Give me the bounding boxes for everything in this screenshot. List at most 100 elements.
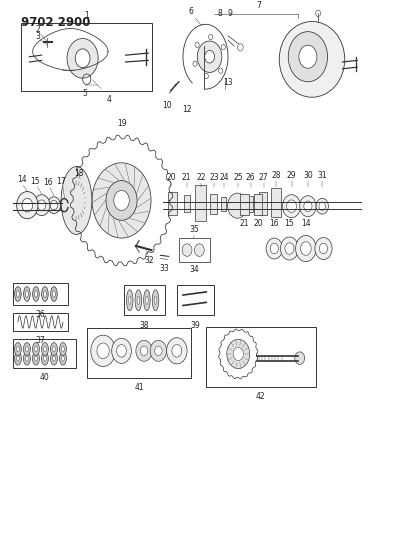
Ellipse shape <box>35 346 37 352</box>
Circle shape <box>280 237 298 260</box>
Circle shape <box>300 196 316 216</box>
Text: 24: 24 <box>219 173 229 182</box>
Circle shape <box>106 181 137 220</box>
Ellipse shape <box>154 296 157 304</box>
Bar <box>248 196 254 212</box>
Bar <box>87 328 191 378</box>
Circle shape <box>37 200 46 211</box>
Text: 9702 2900: 9702 2900 <box>21 16 90 29</box>
Bar <box>222 197 226 212</box>
Ellipse shape <box>62 346 65 352</box>
Text: 42: 42 <box>256 392 266 401</box>
Bar <box>259 192 267 215</box>
Circle shape <box>197 41 222 72</box>
Ellipse shape <box>127 290 133 311</box>
Text: 40: 40 <box>40 373 50 382</box>
Circle shape <box>150 341 166 361</box>
Circle shape <box>166 338 187 364</box>
Ellipse shape <box>44 346 46 352</box>
Circle shape <box>315 238 332 260</box>
Text: 14: 14 <box>301 219 311 228</box>
Ellipse shape <box>15 287 21 301</box>
Circle shape <box>194 244 204 256</box>
Bar <box>206 327 316 387</box>
Bar <box>21 23 152 91</box>
Circle shape <box>299 45 317 68</box>
Text: 18: 18 <box>74 169 83 178</box>
Text: 9: 9 <box>228 9 233 18</box>
Circle shape <box>295 352 305 365</box>
Text: 4: 4 <box>107 95 112 104</box>
Ellipse shape <box>16 346 19 352</box>
Text: 37: 37 <box>36 336 46 345</box>
Text: 21: 21 <box>182 173 192 182</box>
Bar <box>168 191 177 215</box>
Text: 35: 35 <box>189 225 199 235</box>
Circle shape <box>233 348 243 360</box>
Bar <box>177 285 214 316</box>
Text: 19: 19 <box>117 119 126 128</box>
Ellipse shape <box>25 356 28 361</box>
Circle shape <box>50 200 58 210</box>
Circle shape <box>117 344 127 357</box>
Text: 20: 20 <box>253 219 263 228</box>
Ellipse shape <box>53 356 55 361</box>
Circle shape <box>296 236 316 262</box>
Ellipse shape <box>25 346 28 352</box>
Ellipse shape <box>53 346 55 352</box>
Circle shape <box>205 51 215 63</box>
Ellipse shape <box>135 290 142 311</box>
Text: 29: 29 <box>287 171 296 180</box>
Ellipse shape <box>42 352 48 365</box>
Circle shape <box>33 195 50 216</box>
Ellipse shape <box>62 356 65 361</box>
Text: 20: 20 <box>166 173 176 182</box>
Text: 3: 3 <box>35 31 40 41</box>
Text: 6: 6 <box>189 7 194 16</box>
Circle shape <box>91 335 115 367</box>
Circle shape <box>286 200 296 213</box>
Ellipse shape <box>60 352 67 365</box>
Bar <box>13 283 68 305</box>
Text: 10: 10 <box>162 101 171 110</box>
Circle shape <box>288 31 328 82</box>
Ellipse shape <box>279 21 345 97</box>
Text: 33: 33 <box>159 264 169 273</box>
Circle shape <box>136 341 152 361</box>
Bar <box>240 193 249 215</box>
Circle shape <box>266 238 282 259</box>
Ellipse shape <box>42 343 48 356</box>
Ellipse shape <box>144 290 150 311</box>
Bar <box>13 313 68 331</box>
Circle shape <box>141 346 148 356</box>
Bar <box>13 339 76 368</box>
Text: 25: 25 <box>233 173 243 182</box>
Ellipse shape <box>32 343 39 356</box>
Text: 16: 16 <box>270 219 279 228</box>
Ellipse shape <box>51 352 58 365</box>
Circle shape <box>270 243 278 254</box>
Ellipse shape <box>25 290 28 297</box>
Ellipse shape <box>42 287 48 301</box>
Circle shape <box>182 244 192 256</box>
Text: 15: 15 <box>285 219 294 228</box>
Text: 5: 5 <box>82 88 87 98</box>
Text: 38: 38 <box>139 321 149 329</box>
Ellipse shape <box>60 343 67 356</box>
Circle shape <box>300 242 311 255</box>
Text: 8: 8 <box>217 9 222 18</box>
Circle shape <box>172 344 182 357</box>
Text: 30: 30 <box>303 171 313 180</box>
Circle shape <box>228 193 247 218</box>
Ellipse shape <box>35 356 37 361</box>
Circle shape <box>75 49 90 68</box>
Bar <box>124 285 164 316</box>
Ellipse shape <box>32 287 39 301</box>
Text: 31: 31 <box>317 171 327 180</box>
Text: 27: 27 <box>259 173 268 182</box>
Text: 28: 28 <box>271 171 281 180</box>
Circle shape <box>316 198 328 214</box>
Text: 41: 41 <box>134 383 144 392</box>
Circle shape <box>97 343 109 359</box>
Text: 26: 26 <box>246 173 255 182</box>
